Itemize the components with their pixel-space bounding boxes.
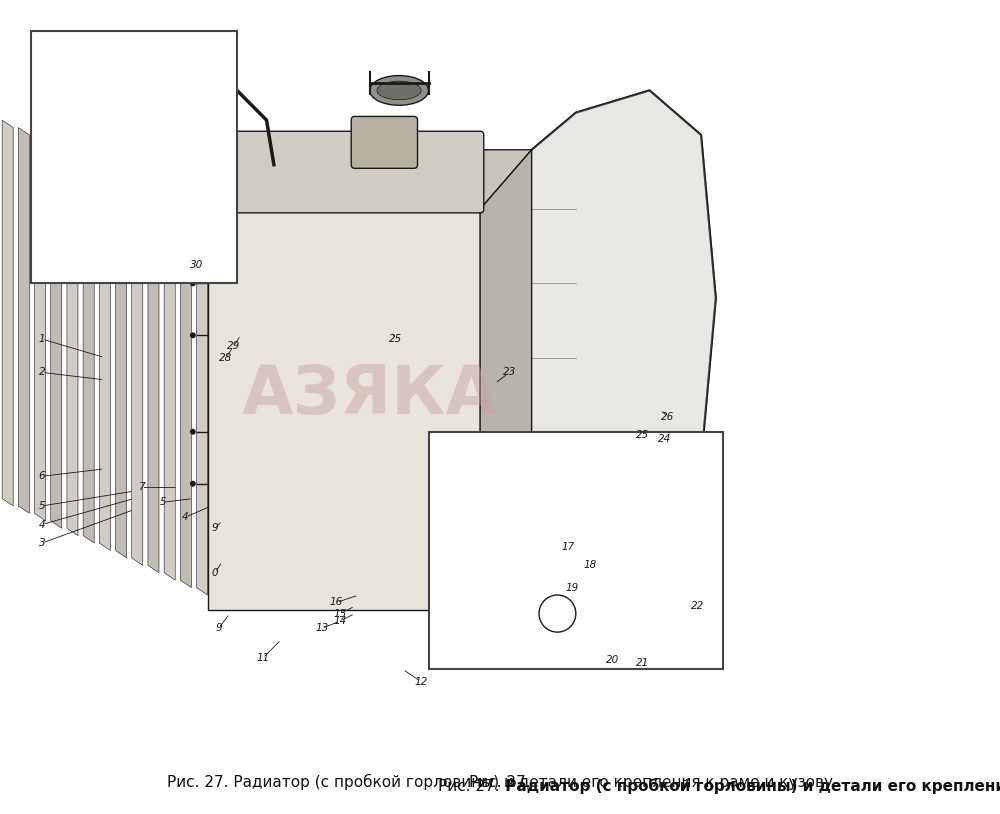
Polygon shape [2,120,13,506]
Circle shape [658,600,685,627]
Ellipse shape [607,453,633,464]
Text: 6: 6 [39,471,45,481]
Bar [602,597,616,628]
Circle shape [473,562,494,583]
Text: 9: 9 [212,523,218,533]
Text: 9: 9 [657,501,663,512]
Polygon shape [208,209,480,610]
Bar [612,458,628,492]
Text: 4: 4 [683,617,689,627]
Polygon shape [148,187,159,573]
Circle shape [190,332,196,339]
FancyBboxPatch shape [219,131,484,213]
Polygon shape [197,209,208,595]
Text: АЗЯКА: АЗЯКА [242,361,498,427]
Ellipse shape [597,592,621,602]
Text: 11: 11 [256,653,269,663]
Text: 40: 40 [484,453,496,463]
Text: 3: 3 [178,172,185,182]
Text: 5: 5 [39,501,45,511]
Text: 14: 14 [539,620,552,630]
FancyBboxPatch shape [351,116,417,168]
Polygon shape [164,195,175,580]
Polygon shape [180,202,191,588]
FancyBboxPatch shape [429,431,723,669]
Ellipse shape [502,588,532,602]
Text: 30: 30 [190,260,203,269]
Text: 19: 19 [566,583,579,593]
Circle shape [490,471,499,481]
Circle shape [76,195,89,208]
Text: 24: 24 [658,434,671,444]
Text: 16: 16 [330,597,343,607]
Text: Радиатор (с пробкой горловины) и детали его крепления к раме и кузову: Радиатор (с пробкой горловины) и детали … [500,778,1000,794]
Text: 25: 25 [635,431,649,440]
Polygon shape [51,142,62,528]
Polygon shape [116,172,127,558]
Text: 5: 5 [160,497,167,507]
Bar [71,102,93,150]
Ellipse shape [370,76,429,105]
FancyBboxPatch shape [31,31,237,283]
Text: 10: 10 [627,591,640,601]
Ellipse shape [482,610,500,619]
Ellipse shape [377,81,421,99]
Circle shape [64,183,101,221]
Text: Рис. 27. Радиатор (с пробкой горловины) и детали его крепления к раме и кузову: Рис. 27. Радиатор (с пробкой горловины) … [167,773,833,790]
Text: 28: 28 [219,352,233,362]
Text: 8: 8 [93,142,100,151]
Text: 12: 12 [415,676,428,687]
Text: 13: 13 [315,624,328,633]
Text: 20: 20 [606,654,619,664]
Text: 22: 22 [691,602,704,611]
Circle shape [667,609,676,619]
Polygon shape [99,164,110,550]
Text: 15: 15 [68,216,80,226]
Text: 3: 3 [39,538,45,548]
Polygon shape [83,157,94,543]
Ellipse shape [64,94,101,110]
Text: 26: 26 [661,412,675,422]
Text: 4: 4 [182,512,189,522]
Text: 25: 25 [389,334,402,344]
Text: 4: 4 [39,519,45,530]
Text: 1: 1 [39,334,45,344]
Text: 29: 29 [227,341,240,352]
Text: 0: 0 [212,567,218,578]
Circle shape [482,463,508,490]
Text: 23: 23 [635,446,647,456]
Text: 2: 2 [39,367,45,378]
Text: 2: 2 [476,635,483,646]
Circle shape [190,429,196,435]
Text: 9: 9 [215,624,222,633]
Polygon shape [156,150,532,209]
Circle shape [190,280,196,287]
Text: Рис. 27.: Рис. 27. [438,779,500,794]
Bar [486,614,497,641]
Polygon shape [480,90,716,550]
Polygon shape [18,128,29,514]
Text: 5: 5 [174,75,181,85]
Polygon shape [480,150,532,610]
Polygon shape [461,547,506,599]
Polygon shape [132,179,143,566]
Polygon shape [67,150,78,536]
Text: 7: 7 [138,483,145,492]
Text: Рис. 27.: Рис. 27. [469,775,531,790]
Polygon shape [35,135,46,521]
Text: 15: 15 [334,609,347,619]
Text: 14: 14 [334,616,347,626]
Text: 13: 13 [465,558,478,567]
Text: 18: 18 [584,560,597,571]
Text: 21: 21 [635,659,649,668]
Text: 17: 17 [562,542,575,552]
Circle shape [190,481,196,487]
Text: 18: 18 [524,558,537,567]
Text: 23: 23 [503,367,516,378]
